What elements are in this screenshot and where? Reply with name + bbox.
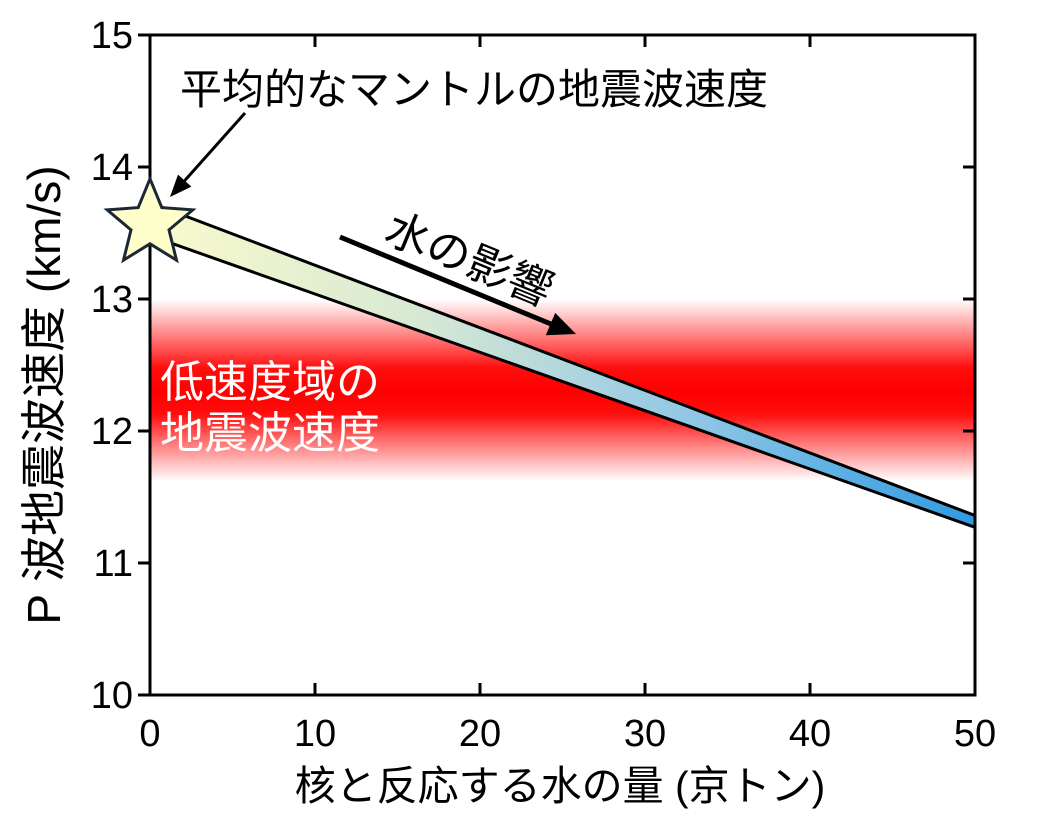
water-effect-arrow-shaft xyxy=(339,234,552,327)
y-axis-label: P 波地震波速度 (km/s) xyxy=(18,165,70,624)
average-mantle-annotation: 平均的なマントルの地震波速度 xyxy=(170,66,768,197)
x-tick-label: 10 xyxy=(294,713,336,755)
water-effect-arrow-head xyxy=(545,312,576,336)
average-mantle-arrow-head xyxy=(170,174,192,197)
y-tick-label: 10 xyxy=(91,675,133,717)
x-tick-label: 40 xyxy=(789,713,831,755)
x-tick-label: 50 xyxy=(954,713,996,755)
average-mantle-arrow-shaft xyxy=(183,112,247,182)
water-effect-band xyxy=(150,202,975,528)
y-tick-label: 14 xyxy=(91,147,133,189)
low-velocity-label-line-2: 地震波速度 xyxy=(160,409,380,458)
low-velocity-zone-labels: 低速度域の 地震波速度 xyxy=(160,358,380,458)
average-mantle-star-marker xyxy=(103,174,197,264)
plot-frame xyxy=(148,33,977,697)
water-effect-band-lower-edge xyxy=(150,234,975,529)
low-velocity-label-line-1: 低速度域の xyxy=(160,358,380,407)
y-tick-label: 12 xyxy=(91,411,133,453)
x-tick-label: 20 xyxy=(459,713,501,755)
x-tick-label: 0 xyxy=(139,713,160,755)
y-tick-label: 13 xyxy=(91,279,133,321)
average-mantle-marker-layer xyxy=(103,174,197,264)
water-effect-band-layer xyxy=(150,201,975,529)
x-tick-label: 30 xyxy=(624,713,666,755)
y-tick-label: 15 xyxy=(91,15,133,57)
y-tick-label: 11 xyxy=(94,543,133,585)
water-effect-band-upper-edge xyxy=(150,201,975,517)
average-mantle-label: 平均的なマントルの地震波速度 xyxy=(180,66,768,113)
x-axis-label: 核と反応する水の量 (京トン) xyxy=(295,763,826,809)
